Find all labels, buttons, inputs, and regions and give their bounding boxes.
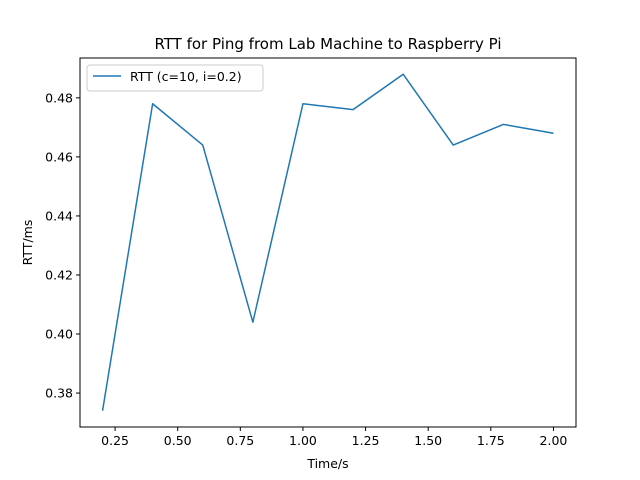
y-tick-label: 0.40 [45,327,73,342]
x-axis-ticks: 0.25 0.50 0.75 1.00 1.25 1.50 1.75 2.00 [101,427,567,448]
y-axis-label: RTT/ms [20,220,35,266]
y-tick-label: 0.46 [45,149,73,164]
y-tick-label: 0.38 [45,386,73,401]
x-tick-label: 0.75 [226,433,254,448]
x-tick-label: 1.25 [352,433,380,448]
x-tick-label: 1.00 [289,433,317,448]
y-tick-label: 0.48 [45,90,73,105]
y-tick-label: 0.42 [45,267,73,282]
x-axis-label: Time/s [306,456,348,471]
legend-box [86,64,264,92]
x-tick-label: 0.50 [164,433,192,448]
x-tick-label: 0.25 [101,433,129,448]
x-tick-label: 1.50 [414,433,442,448]
x-tick-label: 2.00 [540,433,568,448]
x-tick-label: 1.75 [477,433,505,448]
plot-area: 0.25 0.50 0.75 1.00 1.25 1.50 1.75 2.00 0.38 0.4… [45,57,577,448]
axes-frame [79,57,577,428]
series-line-rtt [101,73,554,411]
legend: RTT (c=10, i=0.2) [86,64,264,92]
series-layer [101,73,554,411]
chart-title: RTT for Ping from Lab Machine to Raspber… [154,35,501,53]
y-tick-label: 0.44 [45,208,73,223]
legend-entry-label: RTT (c=10, i=0.2) [130,69,242,84]
y-axis-ticks: 0.38 0.40 0.42 0.44 0.46 0.48 [45,90,80,401]
